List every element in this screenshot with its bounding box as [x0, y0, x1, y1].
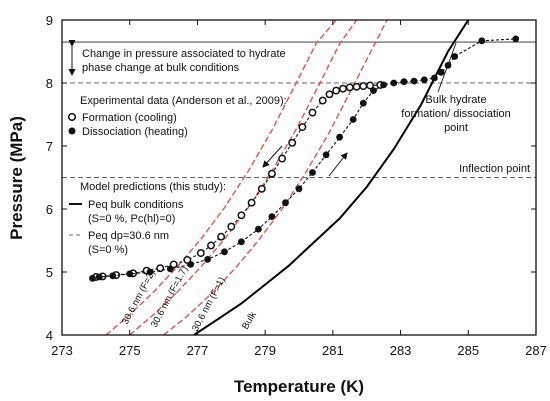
change-note-line2: phase change at bulk conditions	[82, 62, 240, 74]
dissociation-point-12	[282, 199, 289, 207]
x-tick-label-1: 275	[119, 343, 141, 358]
dissociation-point-22	[400, 78, 408, 86]
model-curve-4	[129, 20, 358, 335]
dissociation-legend-label: Dissociation (heating)	[82, 126, 188, 138]
dissociation-point-8	[221, 248, 228, 256]
dissociation-point-1	[95, 273, 103, 281]
plot-frame	[61, 19, 537, 336]
x-tick-label-7: 287	[525, 343, 547, 358]
x-tick-label-4: 281	[322, 343, 344, 358]
formation-point-27	[366, 81, 375, 90]
dissociation-point-18	[359, 99, 367, 107]
formation-point-16	[278, 154, 287, 163]
dissociation-point-15	[322, 151, 330, 159]
formation-point-8	[196, 249, 205, 258]
x-axis-title: Temperature (K)	[234, 377, 364, 396]
dissociation-point-23	[410, 77, 418, 85]
dissociation-point-16	[336, 133, 343, 141]
experimental-header: Experimental data (Anderson et al., 2009…	[80, 95, 287, 107]
formation-point-25	[352, 82, 361, 91]
axis-ticks: 273 275 277 279 281 283 285 287 4 5 6 7 8 9	[46, 13, 547, 358]
reference-lines	[62, 41, 536, 179]
dissociation-point-17	[349, 116, 357, 123]
x-tick-label-0: 273	[51, 343, 73, 358]
y-tick-label-1: 5	[46, 265, 53, 280]
cooling-direction-arrow	[262, 145, 283, 168]
dissociation-point-4	[146, 268, 154, 276]
peq-bulk-sublabel: (S=0 %, Pc(hl)=0)	[88, 213, 175, 225]
x-tick-label-6: 285	[457, 343, 479, 358]
model-curve-5	[163, 20, 388, 335]
peq-dp-sublabel: (S=0 %)	[88, 244, 128, 256]
model-header: Model predictions (this study):	[80, 181, 226, 193]
dissociation-point-29	[478, 37, 486, 45]
y-tick-label-5: 9	[46, 13, 53, 28]
dissociation-point-13	[295, 185, 303, 193]
dissociation-point-10	[255, 225, 262, 233]
formation-point-22	[332, 86, 341, 95]
y-tick-label-3: 7	[46, 139, 53, 154]
dissociation-point-26	[437, 68, 445, 76]
formation-point-12	[237, 211, 246, 220]
dissociation-point-5	[166, 265, 174, 273]
dissociation-point-11	[268, 213, 276, 221]
bulk-hydrate-label-3: point	[444, 122, 468, 134]
dissociation-point-14	[309, 169, 316, 176]
formation-point-20	[318, 96, 327, 105]
dissociation-point-24	[420, 76, 428, 84]
inflection-label: Inflection point	[459, 163, 530, 175]
dissociation-point-30	[512, 35, 520, 43]
dissociation-point-20	[380, 81, 387, 89]
bulk-hydrate-pointer	[437, 42, 457, 93]
dissociation-point-3	[126, 270, 134, 278]
dissociation-point-9	[238, 238, 245, 246]
peq-dp-label: Peq dp=30.6 nm	[88, 230, 169, 242]
dissociation-point-28	[451, 53, 459, 60]
dissociation-point-21	[390, 79, 398, 87]
bulk-hydrate-label-1: Bulk hydrate	[425, 94, 486, 106]
bulk-hydrate-label-2: formation/ dissociation	[401, 108, 510, 120]
y-tick-label-2: 6	[46, 202, 53, 217]
y-tick-label-0: 4	[46, 328, 53, 343]
model-curve-3	[105, 20, 337, 335]
formation-point-13	[247, 198, 256, 207]
formation-point-17	[288, 138, 297, 147]
y-tick-label-4: 8	[46, 76, 53, 91]
heating-direction-arrow	[328, 152, 348, 177]
dissociation-legend-marker	[68, 127, 76, 135]
exp-guide-1	[92, 38, 516, 279]
formation-point-10	[217, 232, 226, 241]
dissociation-point-19	[370, 87, 377, 94]
dissociation-point-25	[431, 74, 438, 82]
model-curve-2	[193, 20, 470, 335]
formation-point-26	[359, 82, 368, 91]
x-tick-label-5: 283	[390, 343, 412, 358]
dissociation-point-0	[89, 274, 96, 282]
curve-label-bulk: Bulk	[240, 310, 259, 332]
formation-point-23	[339, 84, 347, 93]
peq-bulk-label: Peq bulk conditions	[88, 199, 184, 211]
change-note-line1: Change in pressure associated to hydrate	[82, 48, 286, 60]
formation-point-21	[325, 90, 334, 99]
formation-legend-marker	[67, 112, 77, 122]
dissociation-point-6	[187, 261, 195, 268]
formation-point-24	[345, 83, 354, 92]
x-tick-label-2: 277	[187, 343, 209, 358]
dissociation-point-2	[109, 272, 117, 280]
formation-point-14	[257, 184, 266, 193]
formation-legend-label: Formation (cooling)	[82, 112, 177, 124]
formation-point-9	[207, 241, 215, 250]
formation-point-19	[308, 108, 317, 117]
formation-point-15	[267, 169, 276, 178]
formation-point-18	[298, 123, 307, 132]
model-curves	[105, 20, 470, 335]
x-tick-label-3: 279	[254, 343, 276, 358]
formation-point-11	[227, 222, 236, 231]
dissociation-point-7	[204, 256, 212, 263]
formation-point-5	[156, 264, 165, 273]
y-axis-title: Pressure (MPa)	[7, 116, 26, 240]
